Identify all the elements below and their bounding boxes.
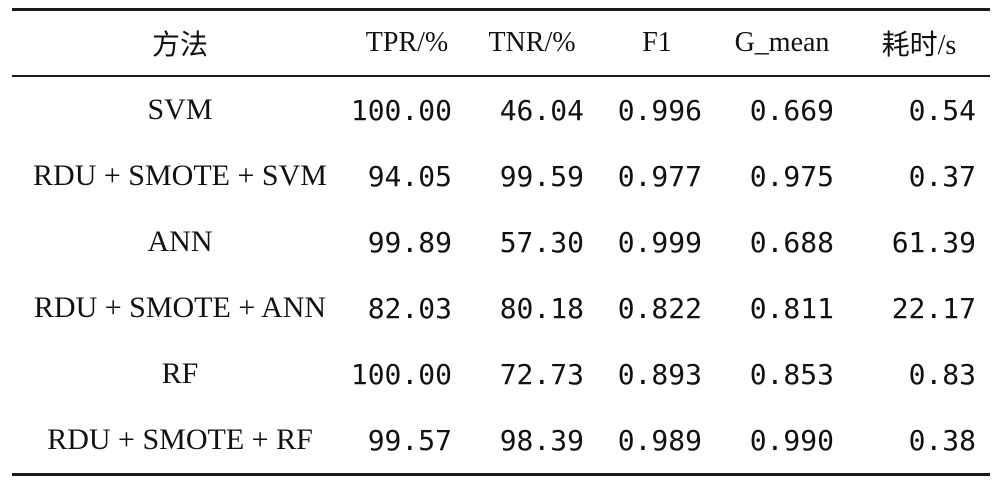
cell-time: 61.39 xyxy=(891,225,976,259)
header-f1: F1 xyxy=(642,27,672,58)
cell-tnr: 72.73 xyxy=(499,357,584,391)
metrics-table-body: SVM 100.00 46.04 0.996 0.669 0.54 RDU + … xyxy=(12,77,990,473)
cell-f1: 0.989 xyxy=(617,423,702,457)
cell-method: RDU + SMOTE + ANN xyxy=(33,291,327,324)
results-table: 方法 TPR/% TNR/% F1 G_mean 耗时/s SVM 100.00… xyxy=(12,8,990,476)
cell-tpr: 100.00 xyxy=(350,357,452,391)
cell-method: SVM xyxy=(147,93,213,126)
header-tnr: TNR/% xyxy=(488,27,576,58)
header-row: 方法 TPR/% TNR/% F1 G_mean 耗时/s xyxy=(12,11,990,75)
cell-time: 0.83 xyxy=(908,357,976,391)
cell-g-mean: 0.975 xyxy=(749,159,834,193)
header-tpr: TPR/% xyxy=(365,27,449,58)
cell-tpr: 99.89 xyxy=(367,225,452,259)
header-rule xyxy=(12,75,990,77)
cell-g-mean: 0.811 xyxy=(749,291,834,325)
cell-method: RDU + SMOTE + RF xyxy=(47,423,313,456)
cell-method: RDU + SMOTE + SVM xyxy=(33,159,327,192)
top-rule xyxy=(12,8,990,11)
cell-tpr: 100.00 xyxy=(350,93,452,127)
cell-g-mean: 0.853 xyxy=(749,357,834,391)
cell-g-mean: 0.990 xyxy=(749,423,834,457)
cell-tnr: 99.59 xyxy=(499,159,584,193)
cell-f1: 0.999 xyxy=(617,225,702,259)
cell-f1: 0.893 xyxy=(617,357,702,391)
cell-time: 22.17 xyxy=(891,291,976,325)
cell-g-mean: 0.688 xyxy=(749,225,834,259)
table-row: RDU + SMOTE + RF 99.57 98.39 0.989 0.990… xyxy=(12,407,990,473)
cell-tpr: 82.03 xyxy=(367,291,452,325)
cell-g-mean: 0.669 xyxy=(749,93,834,127)
cell-tnr: 98.39 xyxy=(499,423,584,457)
cell-f1: 0.822 xyxy=(617,291,702,325)
cell-tpr: 99.57 xyxy=(367,423,452,457)
bottom-rule xyxy=(12,473,990,476)
metrics-table: 方法 TPR/% TNR/% F1 G_mean 耗时/s xyxy=(12,11,990,75)
cell-method: ANN xyxy=(147,225,213,258)
table-row: ANN 99.89 57.30 0.999 0.688 61.39 xyxy=(12,209,990,275)
cell-tnr: 46.04 xyxy=(499,93,584,127)
table-row: SVM 100.00 46.04 0.996 0.669 0.54 xyxy=(12,77,990,143)
cell-tnr: 80.18 xyxy=(499,291,584,325)
cell-f1: 0.977 xyxy=(617,159,702,193)
cell-time: 0.38 xyxy=(908,423,976,457)
table-row: RF 100.00 72.73 0.893 0.853 0.83 xyxy=(12,341,990,407)
cell-time: 0.37 xyxy=(908,159,976,193)
cell-tpr: 94.05 xyxy=(367,159,452,193)
cell-time: 0.54 xyxy=(908,93,976,127)
cell-tnr: 57.30 xyxy=(499,225,584,259)
table-row: RDU + SMOTE + ANN 82.03 80.18 0.822 0.81… xyxy=(12,275,990,341)
table-row: RDU + SMOTE + SVM 94.05 99.59 0.977 0.97… xyxy=(12,143,990,209)
cell-f1: 0.996 xyxy=(617,93,702,127)
cell-method: RF xyxy=(161,357,199,390)
table-body: SVM 100.00 46.04 0.996 0.669 0.54 RDU + … xyxy=(12,77,990,473)
table-header: 方法 TPR/% TNR/% F1 G_mean 耗时/s xyxy=(12,11,990,75)
header-method: 方法 xyxy=(151,28,208,61)
header-g-mean: G_mean xyxy=(734,27,830,58)
header-time: 耗时/s xyxy=(881,30,957,61)
